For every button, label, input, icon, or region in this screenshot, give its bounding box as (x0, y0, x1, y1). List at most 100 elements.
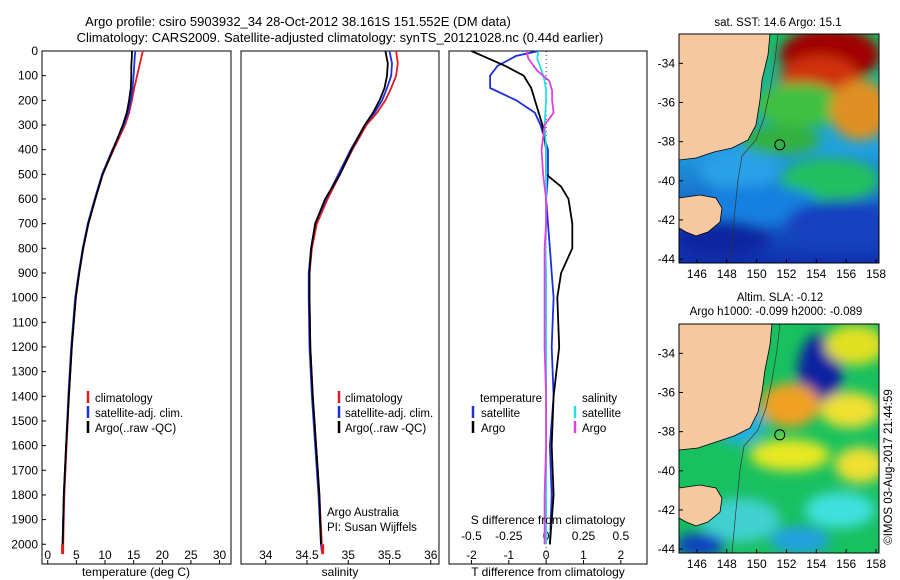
map-y-tick-label: -38 (658, 425, 676, 439)
imos-watermark: ©IMOS 03-Aug-2017 21:44:59 (883, 389, 895, 545)
depth-tick-label: 400 (18, 143, 38, 157)
sla-map-title: Altim. SLA: -0.12 (737, 292, 823, 304)
x-tick-label: 10 (98, 548, 112, 562)
map-x-tick-label: 150 (747, 267, 767, 281)
map-x-tick-label: 158 (866, 267, 886, 281)
salinity-legend: climatology satellite-adj. clim. Argo(..… (337, 391, 433, 435)
legend-title-salinity: salinity (582, 393, 617, 405)
sst-map-axes: 146 148 150 152 154 156 158 -34 -36 -38 -40 -42 -44 (658, 56, 887, 281)
depth-tick-label: 300 (18, 118, 38, 132)
map-x-tick-label: 156 (836, 557, 856, 571)
argo-position-marker (774, 429, 786, 441)
sst-map-title: sat. SST: 14.6 Argo: 15.1 (714, 17, 841, 29)
legend-label-argo: Argo(..raw -QC) (95, 423, 176, 435)
depth-tick-label: 500 (18, 167, 38, 181)
salinity-panel-frame (240, 50, 440, 565)
map-y-tick-label: -42 (658, 503, 676, 517)
depth-tick-label: 1800 (11, 488, 38, 502)
argo-position-marker (774, 139, 786, 151)
x-tick-label: 20 (156, 548, 170, 562)
depth-axis: 0 100 200 300 400 500 600 700 800 900 1000 1100 1200… (11, 44, 46, 551)
map-x-tick-label: 148 (717, 557, 737, 571)
difference-plot: -2 -1 0 1 2-0.5 -0.25 0 0.25 0.5 (461, 50, 630, 564)
map-y-tick-label: -38 (658, 135, 676, 149)
figure-title-line1: Argo profile: csiro 5903932_34 28-Oct-20… (85, 14, 511, 29)
series-line-t-argo (471, 50, 574, 545)
map-x-tick-label: 154 (806, 267, 826, 281)
depth-tick-label: 900 (18, 266, 38, 280)
figure-title-line2: Climatology: CARS2009. Satellite-adjuste… (77, 30, 604, 45)
x-tick-label: 30 (213, 548, 227, 562)
temperature-legend: climatology satellite-adj. clim. Argo(..… (86, 391, 183, 435)
depth-tick-label: 1600 (11, 439, 38, 453)
legend-label-satellite: satellite-adj. clim. (345, 408, 433, 420)
temperature-panel-frame (41, 50, 232, 565)
depth-tick-label: 1300 (11, 365, 38, 379)
map-y-tick-label: -34 (658, 56, 676, 70)
map-y-tick-label: -40 (658, 174, 676, 188)
x-tick-label: -2 (466, 548, 477, 562)
depth-tick-label: 600 (18, 192, 38, 206)
salinity-xlabel: salinity (322, 565, 359, 579)
legend-label-climatology: climatology (345, 393, 403, 405)
sla-map-image (679, 324, 879, 553)
map-y-tick-label: -44 (658, 252, 676, 266)
sla-map-axes: 146 148 150 152 154 156 158 -34 -36 -38 -40 -42 -44 (658, 346, 887, 571)
depth-tick-label: 1900 (11, 513, 38, 527)
sst-map-frame (678, 33, 880, 264)
x-tick-label: 34 (259, 548, 273, 562)
map-y-tick-label: -36 (658, 96, 676, 110)
legend-label-satellite: satellite-adj. clim. (95, 408, 183, 420)
x-top-tick-label: -0.25 (495, 529, 523, 543)
x-tick-label: 0 (44, 548, 51, 562)
depth-tick-label: 1100 (12, 315, 38, 329)
temperature-xlabel: temperature (deg C) (82, 565, 190, 579)
map-y-tick-label: -40 (658, 464, 676, 478)
x-tick-label: 35.5 (378, 548, 402, 562)
x-tick-label: 36 (424, 548, 438, 562)
series-line-satellite-adj-clim- (307, 50, 393, 552)
legend-label-climatology: climatology (95, 393, 153, 405)
map-y-tick-label: -42 (658, 213, 676, 227)
pi-note: PI: Susan Wijffels (327, 522, 417, 534)
map-x-tick-label: 152 (776, 557, 796, 571)
depth-tick-label: 1400 (11, 389, 38, 403)
x-tick-label: 25 (184, 548, 198, 562)
map-x-tick-label: 156 (836, 267, 856, 281)
salinity-plot: 34 34.5 35 35.5 36 (259, 50, 438, 564)
x-tick-label: 34.5 (295, 548, 319, 562)
depth-tick-label: 0 (31, 44, 38, 58)
sst-map-image (679, 34, 879, 263)
depth-tick-label: 800 (18, 241, 38, 255)
depth-tick-label: 1000 (11, 291, 38, 305)
legend-label-t-argo: Argo (481, 423, 505, 435)
argo-australia-note: Argo Australia (327, 507, 399, 519)
x-tick-label: 2 (618, 548, 625, 562)
map-y-tick-label: -36 (658, 386, 676, 400)
depth-tick-label: 2000 (11, 537, 38, 551)
x-tick-label: 5 (73, 548, 80, 562)
temperature-plot: 0 5 10 15 20 25 30 (44, 50, 227, 564)
depth-tick-label: 1200 (11, 340, 38, 354)
x-tick-label: -1 (503, 548, 514, 562)
depth-tick-label: 1500 (11, 414, 38, 428)
sdiff-xlabel: S difference from climatology (471, 513, 626, 527)
depth-tick-label: 1700 (11, 463, 38, 477)
legend-label-t-satellite: satellite (481, 408, 520, 420)
x-top-tick-label: -0.5 (461, 529, 482, 543)
series-line-argo-raw-qc- (61, 51, 133, 545)
difference-legend: temperature salinity satellite Argo sate… (471, 393, 621, 435)
legend-label-argo: Argo(..raw -QC) (345, 423, 426, 435)
depth-tick-label: 700 (18, 217, 38, 231)
series-line-t-satellite (489, 50, 555, 545)
map-x-tick-label: 158 (866, 557, 886, 571)
x-tick-label: 1 (580, 548, 587, 562)
x-tick-label: 15 (127, 548, 141, 562)
map-y-tick-label: -44 (658, 542, 676, 556)
depth-tick-label: 200 (18, 93, 38, 107)
depth-tick-label: 100 (18, 69, 38, 83)
x-top-tick-label: 0.25 (572, 529, 596, 543)
x-top-tick-label: 0.5 (613, 529, 630, 543)
legend-title-temperature: temperature (480, 393, 542, 405)
